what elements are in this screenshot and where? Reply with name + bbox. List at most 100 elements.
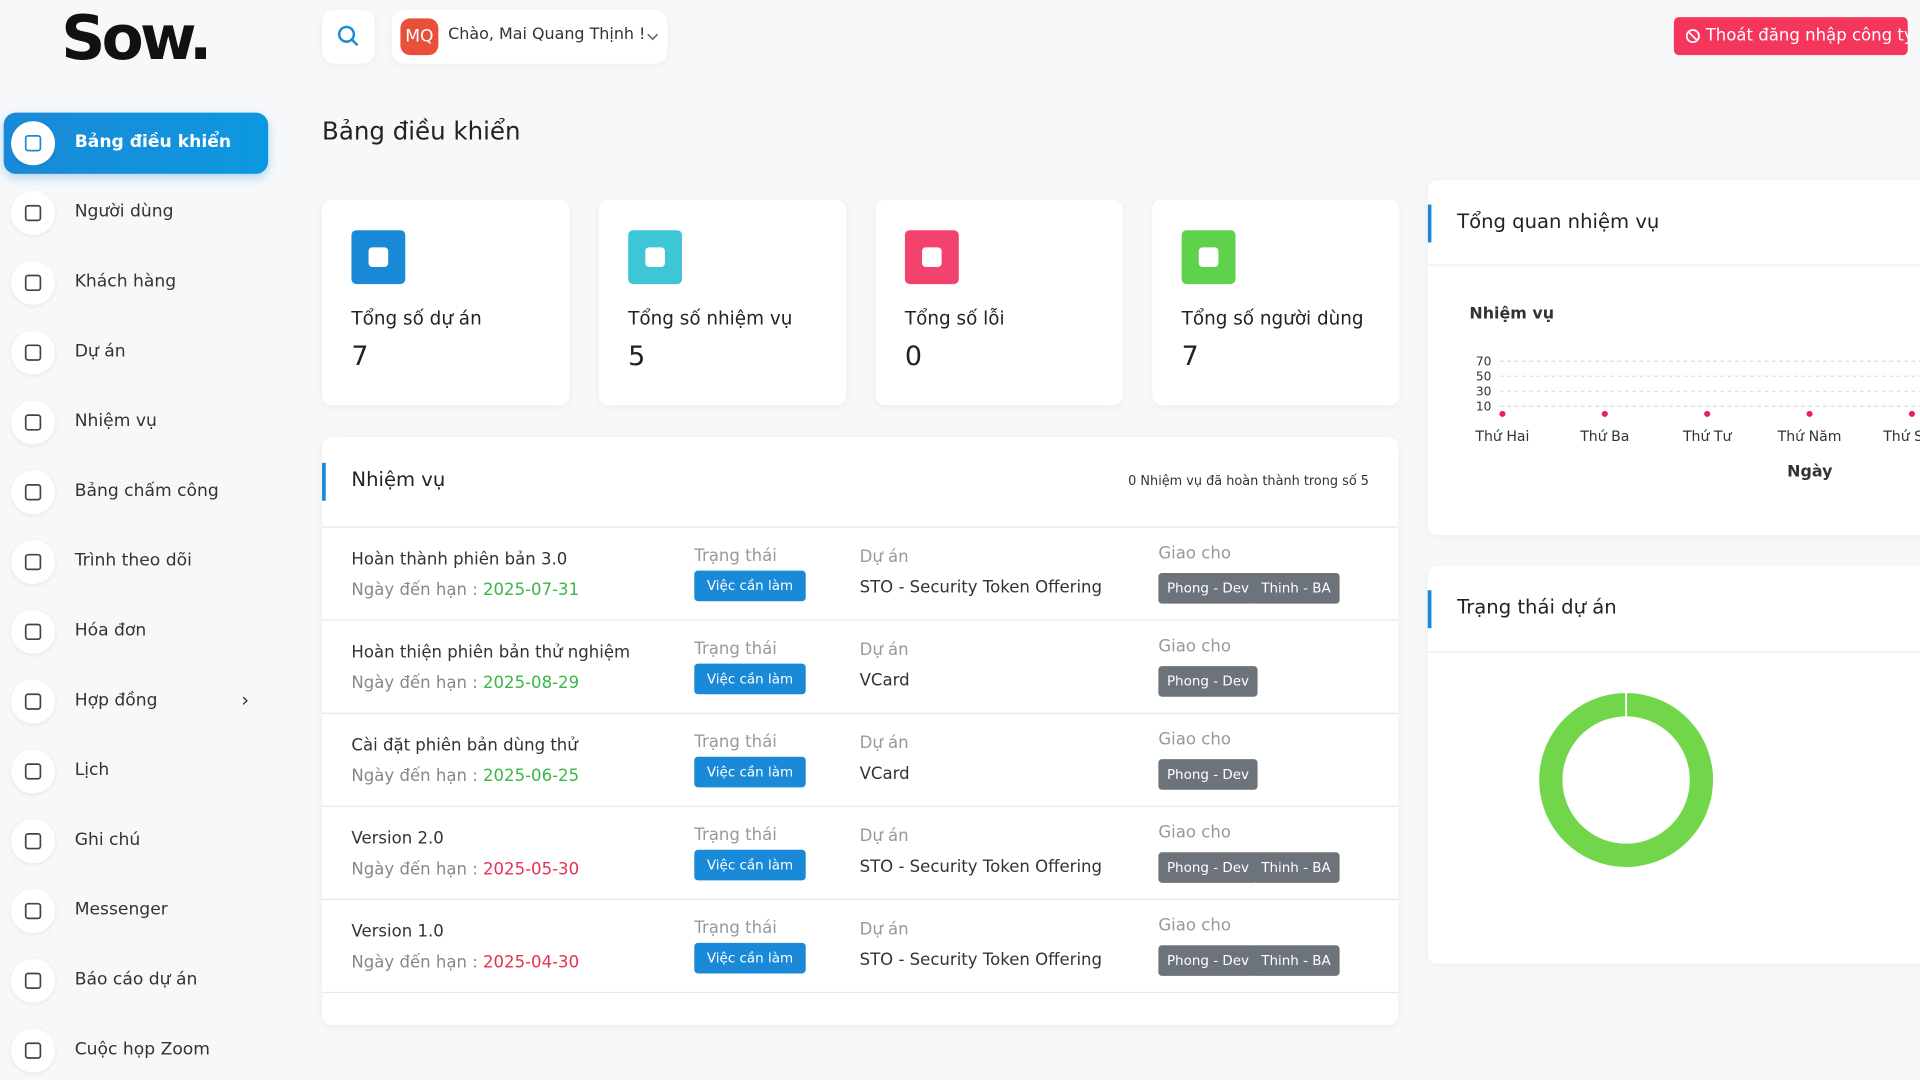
due-label: Ngày đến hạn : xyxy=(351,766,478,787)
assignee-tag[interactable]: Thinh - BA xyxy=(1252,945,1340,976)
stat-glyph xyxy=(1198,247,1219,267)
task-name: Hoàn thành phiên bản 3.0 xyxy=(351,549,568,570)
due-label: Ngày đến hạn : xyxy=(351,952,478,973)
assignee-tag[interactable]: Thinh - BA xyxy=(1252,852,1340,883)
sidebar-label[interactable]: Khách hàng xyxy=(74,271,177,292)
status-badge[interactable]: Việc cần làm xyxy=(694,756,806,788)
data-point xyxy=(1908,410,1915,417)
assignee-tag[interactable]: Phong - Dev xyxy=(1158,666,1258,697)
search-icon xyxy=(337,25,359,47)
data-point xyxy=(1499,410,1506,417)
stat-icon xyxy=(904,230,959,285)
due-line: Ngày đến hạn : 2025-04-30 xyxy=(351,953,579,973)
sidebar-item[interactable]: Hợp đồng › xyxy=(4,671,268,732)
task-row[interactable]: Hoàn thành phiên bản 3.0 Ngày đến hạn : 2… xyxy=(322,527,1399,621)
stat-label: Tổng số người dùng xyxy=(1181,307,1364,330)
project-name: VCard xyxy=(859,764,910,784)
assignee-tag[interactable]: Phong - Dev xyxy=(1158,945,1258,976)
status-badge[interactable]: Việc cần làm xyxy=(694,663,806,695)
sidebar-label[interactable]: Báo cáo dự án xyxy=(74,969,198,990)
sidebar-icon xyxy=(11,1028,56,1073)
sidebar-label[interactable]: Người dùng xyxy=(74,202,174,222)
sidebar-item[interactable]: Nhiệm vụ xyxy=(4,392,268,453)
sidebar-item[interactable]: Báo cáo dự án xyxy=(4,950,268,1011)
logout-label: Thoát đăng nhập công ty xyxy=(1705,25,1914,46)
sidebar-item[interactable]: Hóa đơn xyxy=(4,601,268,662)
sidebar-item[interactable]: Ghi chú xyxy=(4,811,268,872)
assignee-tag[interactable]: Thinh - BA xyxy=(1252,573,1340,604)
sidebar-label[interactable]: Lịch xyxy=(74,760,110,781)
sidebar-label[interactable]: Bảng điều khiển xyxy=(74,132,232,152)
x-tick-label: Thứ Tư xyxy=(1682,429,1733,445)
status-badge[interactable]: Việc cần làm xyxy=(694,849,806,881)
data-point xyxy=(1806,410,1813,417)
sidebar-icon xyxy=(11,470,56,515)
icon-glyph xyxy=(24,833,42,850)
sidebar-icon xyxy=(11,330,56,375)
sidebar-label[interactable]: Cuộc họp Zoom xyxy=(74,1039,211,1060)
sidebar-item[interactable]: Trình theo dõi xyxy=(4,531,268,592)
sidebar-label[interactable]: Hóa đơn xyxy=(74,620,147,641)
icon-glyph xyxy=(24,135,42,152)
y-tick-label: 10 xyxy=(1476,400,1492,414)
sidebar-label[interactable]: Nhiệm vụ xyxy=(74,411,157,432)
user-menu[interactable]: MQ Chào, Mai Quang Thịnh ! xyxy=(391,9,668,64)
stat-glyph xyxy=(368,247,389,267)
due-label: Ngày đến hạn : xyxy=(351,580,478,601)
brand-logo[interactable]: Sow. xyxy=(61,2,212,74)
sidebar-item[interactable]: Người dùng xyxy=(4,182,268,243)
sidebar-label[interactable]: Trình theo dõi xyxy=(74,551,192,571)
stat-icon xyxy=(351,230,406,285)
sidebar-item[interactable]: Khách hàng xyxy=(4,252,268,313)
task-row[interactable]: Cài đặt phiên bản dùng thử Ngày đến hạn :… xyxy=(322,713,1399,807)
task-row[interactable]: Version 1.0 Ngày đến hạn : 2025-04-30 Trạn… xyxy=(322,899,1399,994)
sidebar-label[interactable]: Ghi chú xyxy=(74,830,141,850)
sidebar-label[interactable]: Hợp đồng xyxy=(74,690,158,711)
stat-glyph xyxy=(645,247,665,267)
status-label: Trạng thái xyxy=(694,918,777,938)
stat-icon xyxy=(1181,230,1236,285)
sidebar-icon xyxy=(11,540,56,585)
assign-label: Giao cho xyxy=(1158,729,1231,750)
status-badge[interactable]: Việc cần làm xyxy=(694,570,806,602)
due-label: Ngày đến hạn : xyxy=(351,859,478,880)
sidebar-item[interactable]: Cuộc họp Zoom xyxy=(4,1020,268,1080)
assignee-tag[interactable]: Phong - Dev xyxy=(1158,573,1258,604)
sidebar-item[interactable]: Bảng điều khiển xyxy=(3,112,269,174)
due-line: Ngày đến hạn : 2025-08-29 xyxy=(351,673,579,693)
task-row[interactable]: Hoàn thiện phiên bản thử nghiệm Ngày đến … xyxy=(322,620,1399,714)
sidebar-item[interactable]: Lịch xyxy=(4,741,268,802)
tasks-card: Nhiệm vụ 0 Nhiệm vụ đã hoàn thành trong … xyxy=(322,437,1399,1025)
sidebar-label[interactable]: Dự án xyxy=(74,341,126,362)
task-row[interactable]: Version 2.0 Ngày đến hạn : 2025-05-30 Trạn… xyxy=(322,806,1399,901)
due-date: 2025-07-31 xyxy=(483,580,580,601)
project-name: VCard xyxy=(859,671,910,691)
sidebar-item[interactable]: Dự án xyxy=(4,322,268,383)
stat-value: 0 xyxy=(904,341,923,373)
sidebar-item[interactable]: Messenger xyxy=(4,880,268,941)
project-status-card: Trạng thái dự án xyxy=(1427,565,1920,964)
assignee-tag[interactable]: Phong - Dev xyxy=(1158,759,1258,790)
sidebar-label[interactable]: Messenger xyxy=(74,900,168,920)
sidebar-label[interactable]: Bảng chấm công xyxy=(74,481,219,501)
icon-glyph xyxy=(24,553,42,571)
status-badge[interactable]: Việc cần làm xyxy=(694,942,806,974)
sidebar-icon xyxy=(11,121,56,166)
y-axis-label: Nhiệm vụ xyxy=(1469,303,1554,322)
divider xyxy=(1427,264,1920,266)
logout-button[interactable]: Thoát đăng nhập công ty xyxy=(1673,17,1914,56)
search-button[interactable] xyxy=(322,9,375,64)
stat-label: Tổng số nhiệm vụ xyxy=(628,307,793,330)
project-label: Dự án xyxy=(859,826,909,847)
sidebar-item[interactable]: Bảng chấm công xyxy=(4,462,268,523)
due-label: Ngày đến hạn : xyxy=(351,673,478,694)
tasks-title: Nhiệm vụ xyxy=(351,467,446,492)
assignee-tag[interactable]: Phong - Dev xyxy=(1158,852,1258,883)
greeting: Chào, Mai Quang Thịnh ! xyxy=(448,25,646,45)
stat-value: 5 xyxy=(628,341,646,373)
task-name: Hoàn thiện phiên bản thử nghiệm xyxy=(351,642,631,663)
tasks-summary: 0 Nhiệm vụ đã hoàn thành trong số 5 xyxy=(1128,473,1369,489)
due-line: Ngày đến hạn : 2025-07-31 xyxy=(351,580,579,600)
project-label: Dự án xyxy=(859,547,909,567)
chevron xyxy=(647,33,659,41)
